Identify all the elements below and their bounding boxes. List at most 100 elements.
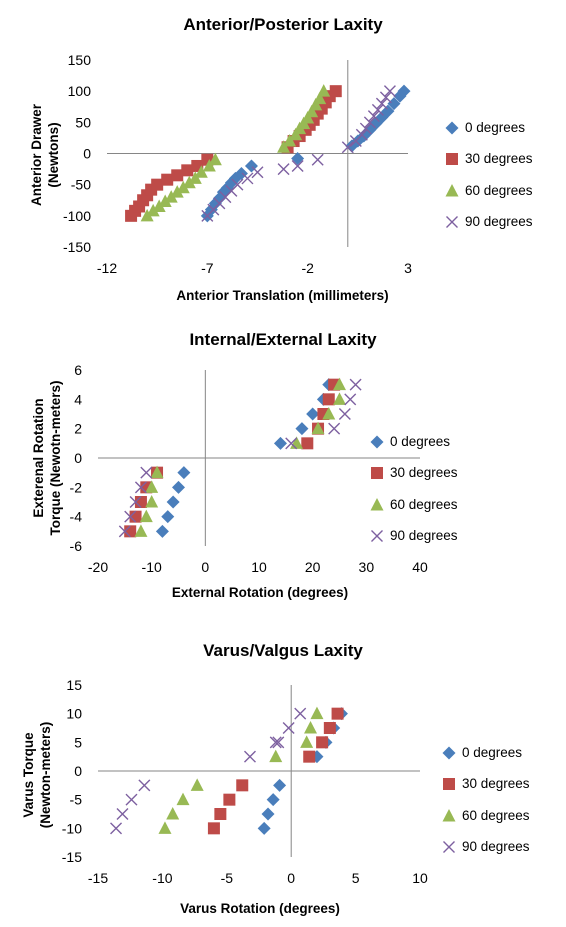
data-point-x xyxy=(294,707,307,720)
y-axis-label: Anterior Drawer (Newtons) xyxy=(28,75,62,235)
data-point-diamond xyxy=(161,510,175,524)
data-point-x xyxy=(277,163,290,176)
x-tick-label: -10 xyxy=(142,559,162,575)
data-point-x xyxy=(349,378,362,391)
y-tick-label: 50 xyxy=(75,114,91,130)
x-tick-label: 10 xyxy=(412,870,428,886)
data-point-x xyxy=(269,736,282,749)
data-point-square xyxy=(171,169,184,182)
data-point-square xyxy=(223,793,236,806)
legend-marker-shape xyxy=(370,435,384,449)
data-point-x xyxy=(367,110,380,123)
data-point-triangle xyxy=(176,792,190,806)
data-point-diamond xyxy=(155,524,169,538)
data-point-square xyxy=(303,750,316,763)
data-point-square xyxy=(181,164,194,177)
data-point-x xyxy=(140,466,153,479)
legend-marker-shape xyxy=(442,808,456,822)
legend-marker-diamond-icon xyxy=(445,121,459,135)
chart-panel-ie: Internal/External Laxity 6 4 2 0 -2 -4 -6 -20 -1… xyxy=(0,320,566,610)
chart-plot-vv: 15 10 5 0 -5 -10 -15 -15 -10 -5 0 5 10 xyxy=(62,677,428,886)
data-point-x xyxy=(125,793,138,806)
y-tick-label: 10 xyxy=(66,706,82,722)
data-point-x xyxy=(341,141,354,154)
x-tick-label: -15 xyxy=(88,870,108,886)
y-tick-label: 0 xyxy=(74,763,82,779)
data-point-x xyxy=(231,178,244,191)
y-tick-label: -10 xyxy=(62,820,82,836)
data-point-diamond xyxy=(273,778,287,792)
data-point-triangle xyxy=(333,377,346,391)
legend-marker-square-icon xyxy=(443,778,455,791)
data-point-x xyxy=(138,779,151,792)
data-point-square xyxy=(129,510,142,523)
chart-panel-ap: Anterior/Posterior Laxity 150 100 50 0 -50 -1… xyxy=(0,0,566,310)
y-tick-label: -2 xyxy=(70,479,83,495)
y-tick-label: 100 xyxy=(68,83,92,99)
y-axis-label-line1: Exterenal Rotation xyxy=(31,398,46,518)
data-point-square xyxy=(301,437,314,450)
data-point-triangle xyxy=(152,199,166,212)
data-point-diamond xyxy=(234,166,248,180)
legend-marker-x-icon xyxy=(371,529,383,542)
data-point-x xyxy=(118,525,131,538)
data-point-triangle xyxy=(311,421,325,435)
data-point-x xyxy=(134,481,147,494)
data-point-triangle xyxy=(134,524,148,537)
data-point-x xyxy=(338,408,351,420)
y-tick-label: -4 xyxy=(70,509,83,525)
data-point-diamond xyxy=(172,480,185,494)
data-point-diamond xyxy=(244,159,258,173)
y-tick-label: 6 xyxy=(74,362,82,378)
legend-label: 90 degrees xyxy=(465,213,533,229)
x-tick-label: -5 xyxy=(221,870,234,886)
data-point-x xyxy=(291,159,304,172)
legend-label: 0 degrees xyxy=(390,434,451,449)
data-point-triangle xyxy=(158,194,172,207)
data-point-triangle xyxy=(145,495,159,508)
data-point-triangle xyxy=(269,749,283,763)
data-point-triangle xyxy=(146,203,160,217)
chart-title: Internal/External Laxity xyxy=(189,330,377,349)
legend-marker-shape xyxy=(445,121,459,135)
data-point-triangle xyxy=(170,185,184,198)
y-tick-label: -150 xyxy=(63,239,91,255)
data-point-square xyxy=(331,707,344,720)
data-point-x xyxy=(355,128,368,141)
y-axis-label-line2: (Newton-meters) xyxy=(38,721,53,829)
data-point-diamond xyxy=(397,84,411,98)
data-point-square xyxy=(124,525,137,538)
chart-panel-vv: Varus/Valgus Laxity 15 10 5 0 -5 -10 -15 -15 -10… xyxy=(0,630,566,927)
data-point-x xyxy=(375,97,388,110)
y-axis-label: Exterenal Rotation Torque (Newotn-meters… xyxy=(30,363,64,553)
x-tick-label: -10 xyxy=(152,870,172,886)
y-tick-label: -100 xyxy=(63,208,91,224)
data-point-diamond xyxy=(306,407,320,421)
legend-marker-square-icon xyxy=(371,467,383,480)
data-point-diamond xyxy=(261,807,275,821)
data-point-diamond xyxy=(166,495,180,509)
data-point-square xyxy=(236,779,249,792)
x-tick-label: 0 xyxy=(287,870,295,886)
data-point-triangle xyxy=(194,165,208,178)
y-tick-label: 5 xyxy=(74,734,82,750)
data-point-triangle xyxy=(313,91,327,105)
data-point-triangle xyxy=(176,180,190,194)
data-point-square xyxy=(207,822,220,835)
chart-title: Varus/Valgus Laxity xyxy=(203,641,363,660)
data-point-x xyxy=(110,822,123,835)
data-point-square xyxy=(161,173,174,186)
data-point-x xyxy=(251,166,264,179)
legend-label: 30 degrees xyxy=(390,465,458,481)
x-axis-label: External Rotation (degrees) xyxy=(171,585,349,600)
y-tick-label: -5 xyxy=(70,792,83,808)
legend-label: 90 degrees xyxy=(462,838,530,854)
x-tick-label: 5 xyxy=(352,870,360,886)
x-tick-label: -12 xyxy=(97,260,117,276)
data-point-x xyxy=(371,103,384,116)
y-axis-label-line1: Varus Torque xyxy=(21,732,36,818)
data-point-x xyxy=(124,510,137,523)
data-point-x xyxy=(129,496,142,508)
data-point-triangle xyxy=(305,104,319,118)
data-point-diamond xyxy=(295,422,309,436)
